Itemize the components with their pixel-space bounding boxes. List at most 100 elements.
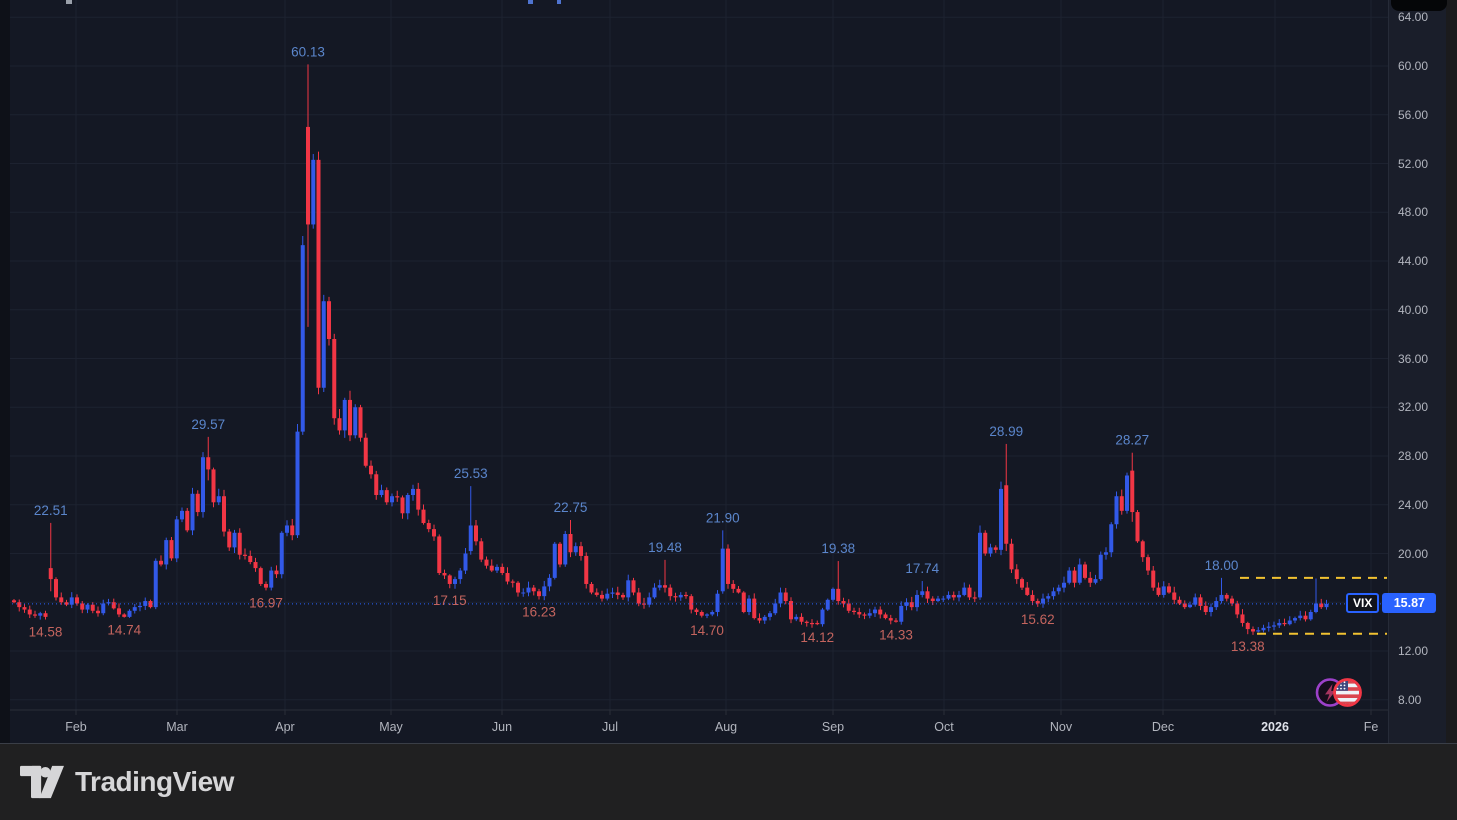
candle-body (626, 580, 631, 598)
price-callout-low: 17.15 (433, 593, 467, 608)
clipped-legend-fragment (557, 0, 561, 4)
candle-body (27, 609, 32, 615)
month-label[interactable]: May (379, 720, 403, 734)
candle-body (1266, 626, 1271, 628)
candle-body (589, 583, 594, 593)
price-axis-tick: 48.00 (1398, 205, 1429, 220)
candle-body (857, 612, 862, 615)
candle-body (1177, 599, 1182, 604)
month-label[interactable]: 2026 (1261, 720, 1289, 734)
price-callout-high: 22.51 (34, 503, 68, 518)
month-label[interactable]: Jun (492, 720, 512, 734)
candle-body (957, 594, 961, 598)
candle-body (447, 575, 452, 584)
candle-body (395, 496, 400, 498)
candle-body (258, 568, 263, 584)
month-label[interactable]: Mar (166, 720, 188, 734)
collapsed-toolbar-button[interactable] (1391, 0, 1447, 11)
candle-body (846, 603, 851, 611)
price-callout-low: 14.33 (879, 628, 913, 643)
candle-body (253, 562, 258, 569)
candle-body (915, 594, 919, 608)
candle-body (132, 607, 137, 611)
candle-body (747, 598, 751, 612)
candle-body (899, 605, 904, 622)
month-label[interactable]: Apr (275, 720, 294, 734)
candle-body (736, 588, 741, 593)
price-callout-low: 16.23 (522, 604, 556, 619)
price-chart-canvas[interactable]: 14.58 22.51 14.74 29.57 16.97 60.13 17.15 25.53… (0, 0, 1388, 743)
candle-body (594, 592, 599, 595)
candle-body (54, 579, 58, 598)
candle-body (663, 585, 667, 588)
candle-body (101, 603, 106, 614)
price-callout-high: 19.48 (648, 540, 682, 555)
candle-body (227, 531, 232, 548)
candle-body (243, 554, 247, 556)
candle-body (1235, 603, 1240, 615)
month-label[interactable]: Jul (602, 720, 618, 734)
symbol-label: VIX (1346, 593, 1380, 614)
candle-body (122, 614, 127, 617)
candle-body (993, 547, 998, 550)
price-axis-tick: 40.00 (1398, 302, 1429, 317)
candle-body (804, 621, 809, 623)
candle-body (689, 596, 694, 610)
candle-body (453, 579, 457, 584)
tradingview-logo[interactable]: TradingView (20, 764, 234, 800)
price-axis-tick: 52.00 (1398, 156, 1429, 171)
candle-body (773, 603, 778, 614)
candle-body (337, 418, 342, 431)
candle-body (1287, 620, 1292, 625)
price-callout-high: 17.74 (905, 561, 939, 576)
candle-body (909, 602, 914, 608)
candle-body (363, 437, 368, 466)
candle-body (1140, 541, 1145, 558)
month-label[interactable]: Feb (65, 720, 87, 734)
month-label[interactable]: Nov (1050, 720, 1073, 734)
candle-body (458, 570, 463, 580)
candle-body (474, 525, 478, 542)
candle-body (852, 610, 856, 612)
candle-body (657, 585, 662, 588)
candle-body (988, 547, 993, 554)
candle-body (190, 493, 195, 531)
price-callout-high: 60.13 (291, 44, 325, 59)
price-axis-tick: 60.00 (1398, 59, 1429, 73)
candle-body (1119, 496, 1124, 511)
candle-body (174, 519, 179, 559)
candle-body (710, 612, 715, 615)
candle-body (369, 465, 373, 475)
candle-body (1293, 618, 1297, 621)
candle-body (1156, 587, 1161, 595)
month-label[interactable]: Aug (715, 720, 737, 734)
us-flag-icon[interactable] (1333, 678, 1362, 707)
candle-body (505, 573, 510, 582)
candle-body (831, 588, 835, 600)
tradingview-logo-icon (20, 765, 64, 799)
price-axis-tick: 36.00 (1398, 351, 1429, 366)
price-axis-tick: 20.00 (1398, 546, 1429, 561)
candle-body (69, 597, 74, 605)
price-callout-high: 18.00 (1205, 558, 1239, 573)
candle-body (894, 620, 898, 622)
candle-body (726, 548, 730, 584)
candle-body (631, 580, 636, 593)
candle-body (75, 597, 79, 604)
candle-body (983, 532, 988, 554)
month-label[interactable]: Oct (934, 720, 954, 734)
candle-body (1009, 543, 1014, 570)
candle-body (1203, 605, 1208, 612)
candle-body (1314, 603, 1318, 612)
month-label[interactable]: Sep (822, 720, 844, 734)
price-axis[interactable]: 64.00 60.00 56.00 52.00 48.00 44.00 40.00 36.00… (1388, 0, 1446, 743)
candle-body (148, 601, 153, 608)
month-label[interactable]: Dec (1152, 720, 1174, 734)
event-markers[interactable] (1314, 676, 1364, 709)
candle-body (295, 431, 300, 536)
candle-body (1046, 596, 1051, 599)
candle-body (437, 536, 442, 573)
month-label[interactable]: Fe (1364, 720, 1379, 734)
candle-body (930, 598, 935, 602)
